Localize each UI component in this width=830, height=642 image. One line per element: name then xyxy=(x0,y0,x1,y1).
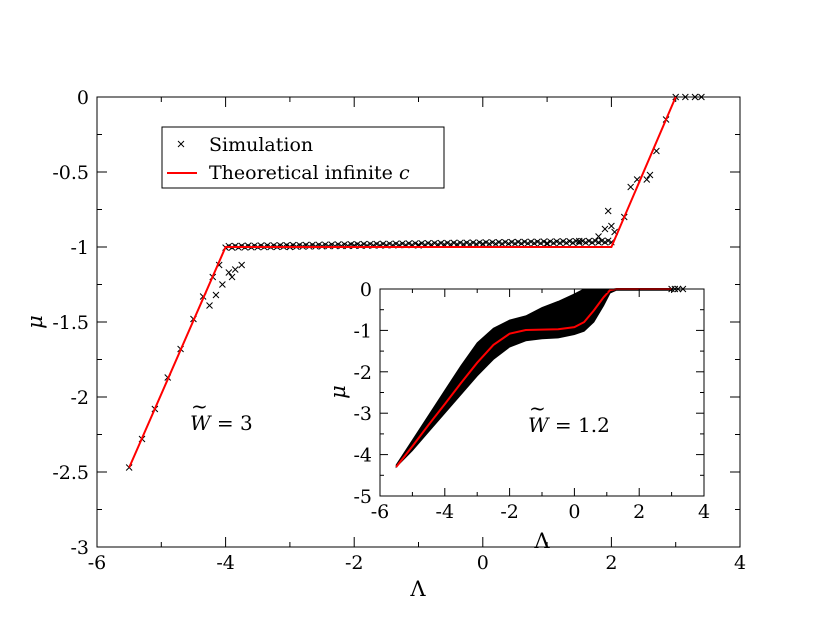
main-simulation-point xyxy=(225,269,233,276)
main-x-tick-label: 0 xyxy=(477,552,489,574)
inset-x-tick-label: -6 xyxy=(371,501,390,523)
inset-y-tick-label: -4 xyxy=(353,445,372,467)
main-y-tick-label: 0 xyxy=(77,87,89,109)
legend: Simulation Theoretical infinite c xyxy=(161,126,445,189)
main-y-tick-label: -0.5 xyxy=(52,162,89,184)
main-simulation-point xyxy=(588,239,596,246)
main-simulation-point xyxy=(212,291,220,299)
inset-x-tick-label: -2 xyxy=(500,501,519,523)
main-simulation-point xyxy=(485,240,493,248)
main-simulation-point xyxy=(691,93,699,101)
main-simulation-point xyxy=(550,239,557,247)
main-simulation-point xyxy=(569,239,577,247)
legend-box xyxy=(161,126,445,189)
legend-theory-label: Theoretical infinite c xyxy=(209,162,410,184)
main-simulation-point xyxy=(231,266,239,273)
inset-y-tick-label: -2 xyxy=(353,362,372,384)
main-y-tick-label: -3 xyxy=(70,537,89,559)
main-simulation-point xyxy=(582,239,590,246)
main-ticks: -6 -4 -2 0 2 4 0 -0.5 -1 -1.5 -2 -2.5 -3 xyxy=(52,87,746,574)
main-simulation-point xyxy=(543,239,551,247)
main-annotation: W = 3 ~ xyxy=(190,394,253,435)
main-x-tick-label: 4 xyxy=(734,552,746,574)
legend-simulation-label: Simulation xyxy=(209,134,313,156)
main-simulation-point xyxy=(518,240,525,247)
main-simulation-point xyxy=(537,239,545,247)
svg-text:~: ~ xyxy=(529,396,546,420)
main-x-tick-label: -6 xyxy=(88,552,107,574)
inset-chart: -6 -4 -2 0 2 4 0 -1 -2 -3 -4 -5 Λ μ W = 1.2 ~ xyxy=(326,279,710,553)
inset-x-tick-label: 2 xyxy=(633,501,645,523)
main-simulation-point xyxy=(530,239,538,247)
main-y-axis-title: μ xyxy=(23,315,47,329)
legend-simulation-marker xyxy=(177,140,185,148)
main-simulation-point xyxy=(228,273,236,281)
main-simulation-point xyxy=(698,93,705,101)
main-x-tick-label: -2 xyxy=(345,552,364,574)
svg-text:W = 1.2: W = 1.2 xyxy=(528,413,610,437)
main-simulation-point xyxy=(681,93,689,101)
main-simulation-point xyxy=(238,261,246,269)
main-y-tick-label: -1 xyxy=(70,237,89,259)
inset-ticks: -6 -4 -2 0 2 4 0 -1 -2 -3 -4 -5 xyxy=(353,279,710,523)
main-simulation-point xyxy=(604,207,612,215)
inset-y-tick-label: -3 xyxy=(353,403,372,425)
main-simulation-point xyxy=(601,225,609,233)
main-simulation-point xyxy=(505,240,512,247)
svg-text:W = 3: W = 3 xyxy=(190,411,253,435)
main-x-tick-label: -4 xyxy=(216,552,235,574)
main-simulation-point xyxy=(556,239,564,247)
main-simulation-point xyxy=(627,183,635,191)
main-simulation-point xyxy=(219,281,226,288)
main-simulation-point xyxy=(492,240,500,248)
inset-x-tick-label: 4 xyxy=(698,501,710,523)
inset-y-axis-title: μ xyxy=(326,385,350,399)
svg-text:~: ~ xyxy=(191,394,208,418)
inset-y-tick-label: 0 xyxy=(360,279,372,301)
inset-annotation: W = 1.2 ~ xyxy=(528,396,610,437)
main-x-axis-title: Λ xyxy=(409,577,426,601)
main-theory-line xyxy=(128,96,677,468)
main-simulation-point xyxy=(524,240,532,247)
main-simulation-point xyxy=(206,302,213,309)
main-simulation-point xyxy=(595,233,602,240)
inset-y-tick-label: -1 xyxy=(353,320,372,342)
main-y-tick-label: -2.5 xyxy=(52,462,89,484)
inset-x-tick-label: -4 xyxy=(436,501,455,523)
main-simulation-point xyxy=(563,239,570,247)
inset-y-tick-label: -5 xyxy=(353,486,372,508)
inset-x-tick-label: 0 xyxy=(568,501,580,523)
main-simulation-point xyxy=(646,171,654,179)
main-simulation-point xyxy=(595,239,602,246)
main-simulation-point xyxy=(575,237,583,245)
main-simulation-point xyxy=(643,176,651,183)
main-x-tick-label: 2 xyxy=(605,552,617,574)
main-y-tick-label: -2 xyxy=(70,387,89,409)
main-plot-area xyxy=(125,93,705,471)
main-simulation-point xyxy=(601,238,609,246)
main-simulation-point xyxy=(608,222,615,230)
main-y-tick-label: -1.5 xyxy=(52,312,89,334)
main-simulation-point xyxy=(498,240,506,248)
main-simulation-point xyxy=(575,239,583,247)
main-simulation-point xyxy=(511,240,519,247)
inset-x-axis-title: Λ xyxy=(533,529,550,553)
